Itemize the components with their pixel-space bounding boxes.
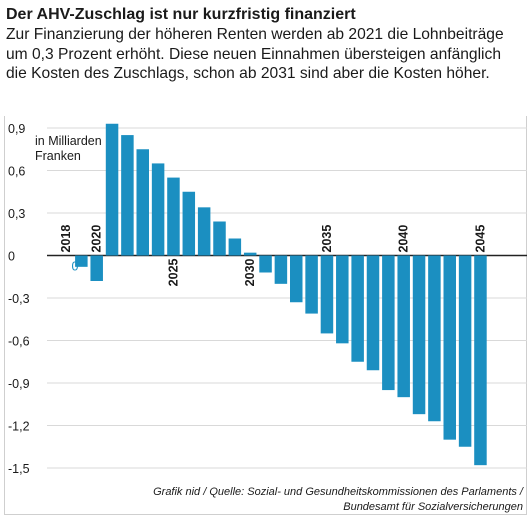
y-tick-label: 0,9 bbox=[8, 122, 25, 136]
bar-2029 bbox=[228, 238, 242, 256]
bar-2025 bbox=[167, 177, 180, 256]
bar-2031 bbox=[259, 255, 272, 273]
bar-2035 bbox=[320, 255, 334, 334]
bar-2019 bbox=[75, 255, 88, 267]
zero-value-label: 0 bbox=[72, 260, 79, 274]
bar-2042 bbox=[428, 255, 441, 422]
source-line-2: Bundesamt für Sozialversicherungen bbox=[343, 501, 523, 513]
x-tick-label: 2030 bbox=[243, 258, 257, 286]
bar-2045 bbox=[474, 255, 487, 466]
bar-2030 bbox=[243, 252, 257, 256]
y-tick-label: -0,6 bbox=[8, 335, 30, 349]
bar-2022 bbox=[121, 135, 134, 256]
y-tick-label: 0 bbox=[8, 250, 15, 264]
chart-title: Der AHV-Zuschlag ist nur kurzfristig fin… bbox=[6, 6, 356, 23]
bar-2034 bbox=[305, 255, 318, 314]
bar-2037 bbox=[351, 255, 364, 362]
y-tick-label: 0,6 bbox=[8, 165, 25, 179]
bar-2027 bbox=[197, 207, 211, 256]
bar-2023 bbox=[136, 149, 149, 256]
bar-2044 bbox=[458, 255, 472, 447]
x-tick-label: 2045 bbox=[473, 225, 487, 253]
bar-2036 bbox=[336, 255, 349, 344]
bar-2033 bbox=[290, 255, 303, 303]
chart-subtitle: Zur Finanzierung der höheren Renten werd… bbox=[6, 26, 504, 82]
bar-2041 bbox=[412, 255, 426, 415]
x-tick-label: 2035 bbox=[320, 225, 334, 253]
y-tick-label: -1,2 bbox=[8, 420, 30, 434]
x-tick-label: 2018 bbox=[59, 225, 73, 253]
y-tick-label: -1,5 bbox=[8, 462, 30, 476]
source-note: Grafik nid / Quelle: Sozial- und Gesundh… bbox=[153, 485, 523, 515]
source-line-1: Grafik nid / Quelle: Sozial- und Gesundh… bbox=[153, 486, 523, 498]
y-tick-label: -0,9 bbox=[8, 377, 30, 391]
bar-2038 bbox=[366, 255, 380, 371]
bar-2032 bbox=[274, 255, 288, 284]
bar-2021 bbox=[105, 123, 119, 256]
bar-2026 bbox=[182, 191, 196, 256]
x-tick-label: 2020 bbox=[90, 225, 104, 253]
x-tick-label: 2025 bbox=[166, 258, 180, 286]
x-tick-label: 2040 bbox=[397, 225, 411, 253]
bar-2043 bbox=[443, 255, 456, 440]
y-tick-label: -0,3 bbox=[8, 292, 30, 306]
chart-frame bbox=[4, 116, 527, 515]
bar-2020 bbox=[90, 255, 103, 281]
bar-2028 bbox=[213, 221, 226, 256]
bar-2024 bbox=[151, 163, 165, 256]
y-tick-label: 0,3 bbox=[8, 207, 25, 221]
y-axis-label: in Milliarden Franken bbox=[35, 134, 102, 163]
bar-2040 bbox=[397, 255, 410, 398]
bar-2039 bbox=[382, 255, 395, 391]
